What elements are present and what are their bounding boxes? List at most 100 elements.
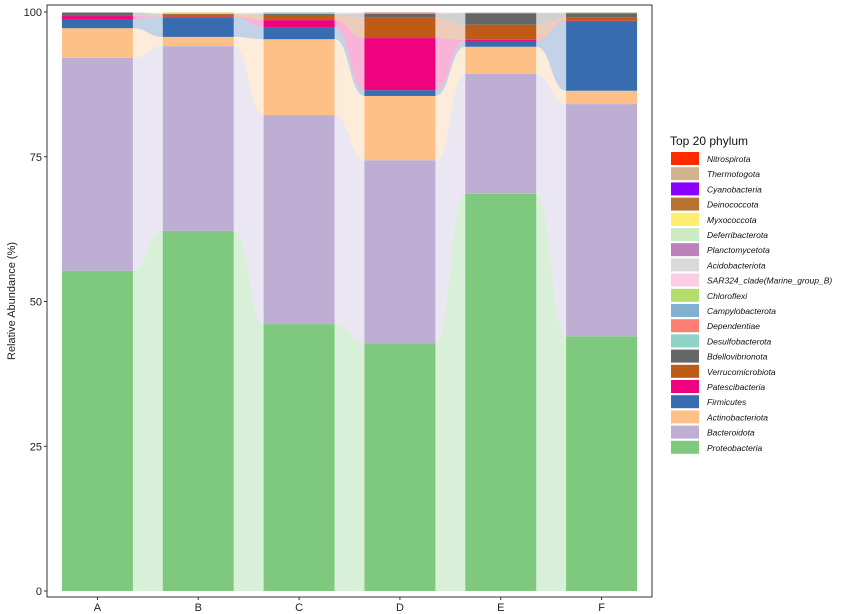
legend-label: Chloroflexi [707, 291, 748, 301]
bar-B-verrucomicrobiota [162, 14, 234, 17]
flow-actinobacteriota [132, 28, 163, 58]
flow-dependentiae [435, 12, 466, 14]
bar-C-acidobacteriota [263, 12, 335, 13]
flow-firmicutes [233, 17, 264, 40]
bar-C-bacteroidota [263, 115, 335, 325]
flow-firmicutes [435, 40, 466, 96]
legend-key-proteobacteria [671, 440, 699, 454]
flow-bdellovibrionota [334, 13, 365, 18]
legend-key-bacteroidota [671, 425, 699, 439]
flow-patescibacteria [132, 16, 163, 19]
flow-bdellovibrionota [536, 13, 567, 25]
bar-E-bdellovibrionota [465, 13, 537, 25]
flow-actinobacteriota [435, 46, 466, 161]
flow-actinobacteriota [536, 46, 567, 105]
bar-B-actinobacteriota [162, 36, 234, 47]
legend-label: SAR324_clade(Marine_group_B) [707, 276, 832, 286]
flow-bacteroidota [435, 73, 466, 344]
x-tick-label: C [295, 602, 303, 614]
flow-actinobacteriota [233, 36, 264, 116]
bar-F-bacteroidota [566, 104, 638, 337]
flow-bacteroidota [233, 46, 264, 325]
legend-key-nitrospirota [671, 152, 699, 165]
flow-bdellovibrionota [435, 13, 466, 25]
bar-E-firmicutes [465, 40, 537, 47]
bar-B-bdellovibrionota [162, 13, 234, 15]
legend-key-deinococcota [671, 197, 699, 211]
flow-proteobacteria [132, 230, 163, 591]
legend-label: Thermotogota [707, 169, 760, 179]
x-tick-label: D [396, 602, 404, 614]
flow-desulfobacterota [233, 12, 264, 14]
legend-key-planctomycetota [671, 243, 699, 257]
legend-label: Dependentiae [707, 321, 760, 331]
legend-key-dependentiae [671, 319, 699, 333]
legend-label: Myxococcota [707, 215, 757, 225]
legend-key-acidobacteriota [671, 258, 699, 272]
bar-C-desulfobacterota [263, 12, 335, 14]
bar-B-proteobacteria [162, 230, 234, 591]
bar-F-verrucomicrobiota [566, 17, 638, 21]
bar-F-chloroflexi [566, 12, 638, 14]
y-tick-label: 0 [36, 586, 42, 598]
legend-label: Firmicutes [707, 397, 747, 407]
flow-bacteroidota [536, 73, 567, 337]
legend-key-sar324_clade(marine_group_b) [671, 273, 699, 287]
legend-key-firmicutes [671, 395, 699, 409]
flow-dependentiae [334, 12, 365, 14]
flow-proteobacteria [435, 193, 466, 591]
legend-key-actinobacteriota [671, 410, 699, 424]
legend-label: Desulfobacterota [707, 336, 772, 346]
flow-proteobacteria [233, 230, 264, 591]
bar-C-verrucomicrobiota [263, 14, 335, 21]
bar-F-actinobacteriota [566, 90, 638, 105]
flow-verrucomicrobiota [132, 14, 163, 17]
bar-C-actinobacteriota [263, 39, 335, 116]
plot-area [61, 12, 638, 591]
bar-D-acidobacteriota [364, 12, 436, 13]
bar-A-firmicutes [61, 18, 133, 29]
bar-B-firmicutes [162, 17, 234, 37]
flow-acidobacteriota [435, 12, 466, 14]
bar-B-patescibacteria [162, 16, 234, 18]
bar-D-proteobacteria [364, 343, 436, 591]
legend-key-deferribacterota [671, 228, 699, 241]
bar-A-bdellovibrionota [61, 12, 133, 16]
x-tick-label: F [598, 602, 605, 614]
bar-B-acidobacteriota [162, 12, 234, 14]
legend-label: Actinobacteriota [706, 412, 768, 422]
legend-label: Proteobacteria [707, 443, 763, 453]
flow-acidobacteriota [334, 12, 365, 13]
bar-D-bacteroidota [364, 160, 436, 344]
x-tick-label: E [497, 602, 504, 614]
bar-E-verrucomicrobiota [465, 24, 537, 40]
bar-A-patescibacteria [61, 16, 133, 19]
bar-A-proteobacteria [61, 270, 133, 591]
flow-bdellovibrionota [233, 13, 264, 15]
legend-key-thermotogota [671, 167, 699, 181]
x-tick-label: B [195, 602, 202, 614]
flow-acidobacteriota [132, 12, 163, 14]
bar-A-bacteroidota [61, 57, 133, 271]
bar-B-bacteroidota [162, 46, 234, 231]
flow-bacteroidota [334, 115, 365, 344]
flow-patescibacteria [334, 20, 365, 91]
legend-key-cyanobacteria [671, 182, 699, 196]
bar-D-actinobacteriota [364, 95, 436, 161]
flow-myxococcota [233, 12, 264, 13]
flow-verrucomicrobiota [435, 17, 466, 40]
y-tick-label: 75 [30, 152, 42, 164]
flow-verrucomicrobiota [233, 14, 264, 21]
bar-A-verrucomicrobiota [61, 15, 133, 17]
flow-verrucomicrobiota [536, 17, 567, 40]
bar-D-dependentiae [364, 12, 436, 14]
y-axis-label: Relative Abundance (%) [6, 242, 18, 360]
flow-myxococcota [132, 12, 163, 13]
bar-F-patescibacteria [566, 20, 638, 22]
legend-key-myxococcota [671, 212, 699, 226]
legend-key-verrucomicrobiota [671, 364, 699, 378]
y-tick-label: 50 [30, 297, 42, 309]
bar-D-patescibacteria [364, 38, 436, 91]
